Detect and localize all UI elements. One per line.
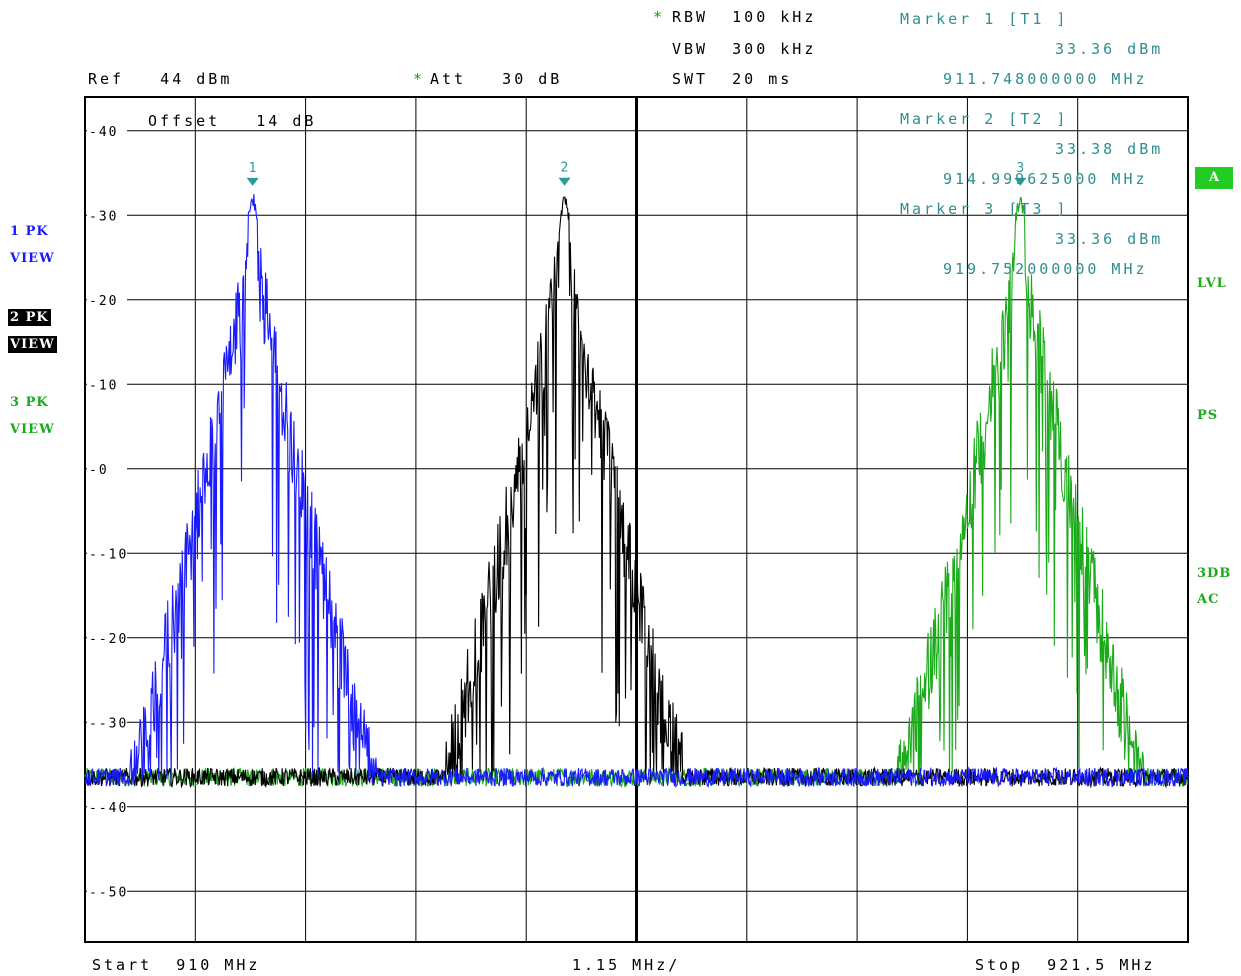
y-tick-bg bbox=[87, 122, 127, 139]
traces bbox=[84, 193, 1189, 789]
y-tick-bg bbox=[87, 883, 127, 900]
lvl-label: LVL bbox=[1197, 276, 1227, 291]
trace-a-badge: A bbox=[1195, 167, 1233, 189]
trace1-view-label: VIEW bbox=[10, 251, 55, 266]
y-tick-bg bbox=[87, 798, 127, 815]
y-tick-label: -30 bbox=[89, 209, 118, 224]
y-tick-label: --40 bbox=[89, 801, 128, 816]
y-tick-label: -10 bbox=[89, 378, 118, 393]
marker-1-label: 1 bbox=[249, 161, 257, 176]
y-tick-label: -0 bbox=[89, 463, 109, 478]
stop-frequency: Stop 921.5 MHz bbox=[975, 956, 1156, 974]
swt-readout: SWT 20 ms bbox=[672, 70, 793, 88]
ps-label: PS bbox=[1197, 408, 1219, 423]
rbw-star: * bbox=[653, 8, 666, 26]
y-tick-labels: -40 -30 -20 -10 -0 --10 --20 --30 --40 --50 bbox=[87, 122, 128, 900]
marker2-freq: 914.999625000 MHz bbox=[943, 170, 1148, 188]
marker-1-icon bbox=[246, 177, 259, 186]
trace2-view-label: VIEW bbox=[8, 336, 57, 353]
marker-2-icon bbox=[558, 177, 571, 186]
y-tick-bg bbox=[87, 207, 127, 224]
trace-1 bbox=[84, 193, 1189, 789]
marker-2-label: 2 bbox=[561, 161, 569, 176]
marker-3-icon bbox=[1014, 177, 1027, 186]
marker-symbols: 1 2 3 bbox=[246, 161, 1027, 186]
y-tick-label: --30 bbox=[89, 716, 128, 731]
marker1-freq: 911.748000000 MHz bbox=[943, 70, 1148, 88]
y-tick-label: --10 bbox=[89, 547, 128, 562]
y-tick-bg bbox=[87, 629, 127, 646]
marker1-title: Marker 1 [T1 ] bbox=[900, 10, 1069, 28]
y-tick-label: --20 bbox=[89, 632, 128, 647]
att-star: * bbox=[413, 70, 426, 88]
y-tick-bg bbox=[87, 291, 127, 308]
trace2-pk-label: 2 PK bbox=[8, 309, 51, 326]
vbw-readout: VBW 300 kHz bbox=[672, 40, 817, 58]
trace3-view-label: VIEW bbox=[10, 422, 55, 437]
start-frequency: Start 910 MHz bbox=[92, 956, 261, 974]
y-tick-bg bbox=[87, 714, 127, 731]
y-tick-label: --50 bbox=[89, 885, 128, 900]
grid bbox=[84, 96, 1189, 943]
marker1-level: 33.36 dBm bbox=[1055, 40, 1164, 58]
3db-label: 3DB bbox=[1197, 566, 1232, 581]
trace3-pk-label: 3 PK bbox=[10, 395, 49, 410]
ref-level: Ref 44 dBm bbox=[88, 70, 233, 88]
marker2-level: 33.38 dBm bbox=[1055, 140, 1164, 158]
offset-readout: Offset 14 dB bbox=[148, 112, 317, 130]
marker3-title: Marker 3 [T3 ] bbox=[900, 200, 1069, 218]
marker2-title: Marker 2 [T2 ] bbox=[900, 110, 1069, 128]
rbw-readout: RBW 100 kHz bbox=[672, 8, 817, 26]
y-tick-label: -20 bbox=[89, 294, 118, 309]
marker3-freq: 919.752000000 MHz bbox=[943, 260, 1148, 278]
trace1-pk-label: 1 PK bbox=[10, 224, 49, 239]
y-tick-label: -40 bbox=[89, 125, 118, 140]
y-tick-bg bbox=[87, 376, 127, 393]
marker3-level: 33.36 dBm bbox=[1055, 230, 1164, 248]
ac-label: AC bbox=[1197, 592, 1220, 607]
span-per-division: 1.15 MHz/ bbox=[572, 956, 681, 974]
attenuation: Att 30 dB bbox=[430, 70, 563, 88]
marker-3-label: 3 bbox=[1016, 161, 1024, 176]
y-tick-bg bbox=[87, 460, 127, 477]
y-tick-bg bbox=[87, 545, 127, 562]
trace-2 bbox=[84, 196, 1189, 789]
